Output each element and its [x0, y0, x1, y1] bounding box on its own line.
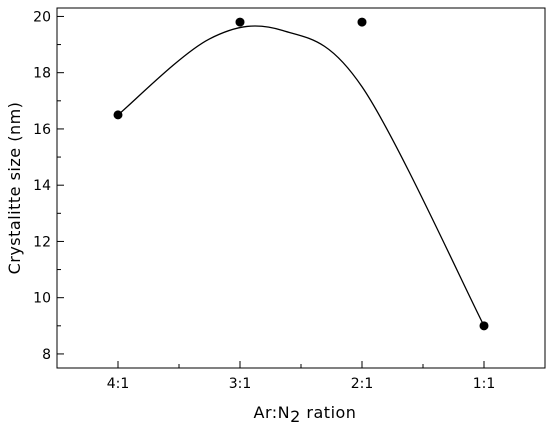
y-tick-label: 16	[33, 122, 51, 138]
y-axis-ticks: 8 10 12 14 16 18 20	[33, 9, 64, 363]
x-axis-label-suffix: ration	[301, 403, 357, 422]
x-tick-label: 4:1	[107, 376, 130, 392]
x-tick-label: 2:1	[351, 376, 374, 392]
y-axis-label: Crystalitte size (nm)	[5, 102, 24, 275]
y-tick-label: 10	[33, 291, 51, 307]
plot-frame	[56, 7, 546, 369]
trend-curve	[117, 25, 485, 327]
y-tick-label: 20	[33, 9, 51, 25]
x-axis-ticks: 4:1 3:1 2:1 1:1	[107, 361, 496, 392]
x-tick-label: 1:1	[473, 376, 496, 392]
x-axis-label: Ar:N2 ration	[254, 403, 357, 426]
y-tick-label: 12	[33, 234, 51, 250]
y-tick-label: 18	[33, 66, 51, 82]
y-tick-label: 14	[33, 178, 51, 194]
data-point	[479, 321, 489, 331]
data-point	[235, 17, 245, 27]
y-tick-label: 8	[42, 347, 51, 363]
x-tick-label: 3:1	[229, 376, 252, 392]
data-points	[113, 17, 489, 331]
x-axis-label-prefix: Ar:N	[254, 403, 291, 422]
data-point	[357, 17, 367, 27]
data-point	[113, 110, 123, 120]
x-axis-label-subscript: 2	[290, 407, 301, 426]
